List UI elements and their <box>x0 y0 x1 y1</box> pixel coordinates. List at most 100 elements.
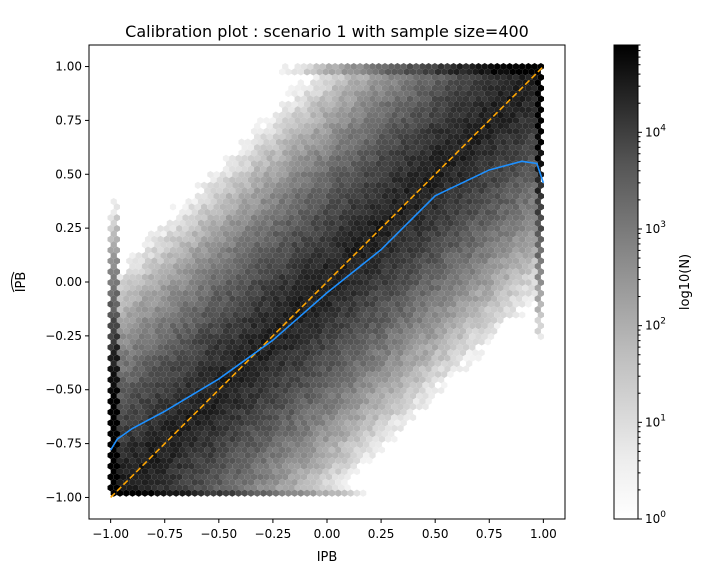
hex-bin <box>250 300 258 308</box>
hex-bin <box>325 127 332 135</box>
hex-bin <box>469 106 476 114</box>
hex-bin <box>185 241 192 249</box>
hex-bin <box>179 467 186 476</box>
hex-bin <box>378 111 385 119</box>
hex-bin <box>291 392 298 400</box>
hex-bin <box>160 457 167 465</box>
hex-bin <box>537 268 544 276</box>
hex-bin <box>269 484 276 492</box>
hex-bin <box>257 246 264 254</box>
hex-bin <box>282 170 289 179</box>
hex-bin <box>450 268 457 276</box>
hex-bin <box>425 343 432 351</box>
hex-bin <box>400 62 407 71</box>
hex-bin <box>316 467 323 476</box>
hex-bin <box>291 349 298 357</box>
hex-bin <box>384 165 392 173</box>
hex-bin <box>185 295 192 303</box>
hex-bin <box>522 133 529 141</box>
hex-bin <box>397 316 404 324</box>
hex-bin <box>285 111 292 119</box>
hex-bin <box>285 305 292 314</box>
hex-bin <box>437 300 445 308</box>
hex-bin <box>275 430 283 438</box>
hex-bin <box>185 370 192 378</box>
hex-bin <box>450 343 457 351</box>
hex-bin <box>288 149 295 157</box>
hex-bin <box>391 122 398 130</box>
hex-bin <box>475 257 482 265</box>
hex-bin <box>447 230 454 238</box>
hex-bin <box>469 268 476 276</box>
hex-bin <box>366 197 373 206</box>
hex-bin <box>313 181 320 189</box>
hex-bin <box>450 203 457 211</box>
hex-bin <box>363 214 370 222</box>
hex-bin <box>372 295 379 303</box>
hex-bin <box>163 365 170 373</box>
hex-bin <box>194 484 202 492</box>
hex-bin <box>466 273 473 281</box>
hex-bin <box>503 122 510 130</box>
hex-bin <box>285 219 292 227</box>
hex-bin <box>225 235 233 243</box>
hex-bin <box>282 408 289 416</box>
hex-bin <box>254 338 261 346</box>
hex-bin <box>210 197 217 206</box>
hex-bin <box>466 100 473 108</box>
hex-bin <box>356 386 364 395</box>
hex-bin <box>229 154 236 162</box>
hex-bin <box>244 430 251 438</box>
hex-bin <box>434 370 442 378</box>
hex-bin <box>450 235 457 243</box>
hex-bin <box>260 327 267 335</box>
hex-bin <box>297 338 304 346</box>
hex-bin <box>469 332 476 341</box>
hex-bin <box>416 230 423 238</box>
hex-bin <box>403 79 410 87</box>
hex-bin <box>232 257 239 265</box>
hex-bin <box>225 473 233 481</box>
hex-bin <box>372 435 379 443</box>
hex-bin <box>519 300 526 308</box>
hex-bin <box>416 122 423 130</box>
hex-bin <box>307 127 314 135</box>
hex-bin <box>328 100 336 108</box>
hex-bin <box>185 230 192 238</box>
hex-bin <box>179 316 186 324</box>
hex-bin <box>466 122 473 130</box>
hex-bin <box>166 370 173 378</box>
hex-bin <box>278 68 286 76</box>
hex-bin <box>138 332 145 341</box>
hex-bin <box>528 230 535 238</box>
hex-bin <box>400 311 407 319</box>
hex-bin <box>204 489 211 497</box>
hex-bin <box>375 84 382 92</box>
hex-bin <box>303 68 311 76</box>
hex-bin <box>434 262 442 270</box>
hex-bin <box>425 376 432 384</box>
hex-bin <box>113 257 120 265</box>
hex-bin <box>238 138 245 146</box>
hex-bin <box>188 397 195 405</box>
hex-bin <box>447 262 454 270</box>
hex-bin <box>459 89 467 98</box>
hex-bin <box>325 138 332 146</box>
hex-bin <box>285 457 292 465</box>
hex-bin <box>400 257 407 265</box>
hex-bin <box>388 322 395 330</box>
hex-bin <box>341 305 348 314</box>
hex-bin <box>294 343 301 351</box>
hex-bin <box>313 354 320 362</box>
hex-bin <box>338 462 345 470</box>
hex-bin <box>235 165 242 173</box>
hex-bin <box>151 354 158 362</box>
hex-bin <box>123 316 130 324</box>
hex-bin <box>509 165 516 173</box>
hex-bin <box>135 457 142 465</box>
hex-bin <box>310 327 317 335</box>
hex-bin <box>313 343 320 351</box>
hex-bin <box>456 289 463 297</box>
hex-bin <box>201 268 208 276</box>
hex-bin <box>372 89 379 98</box>
